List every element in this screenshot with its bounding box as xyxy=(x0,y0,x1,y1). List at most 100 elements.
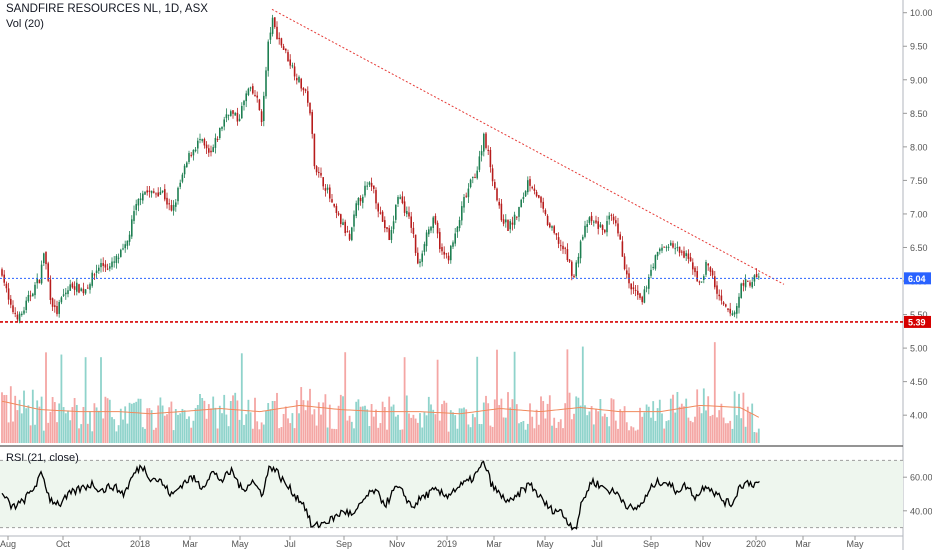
candle-body xyxy=(758,276,760,278)
candle-body xyxy=(324,188,327,191)
volume-bar xyxy=(227,426,230,443)
volume-bar xyxy=(71,407,74,443)
candle-body xyxy=(212,147,214,153)
candle-body xyxy=(357,197,360,206)
volume-bar xyxy=(460,408,463,443)
volume-bar xyxy=(166,414,168,443)
candle-body xyxy=(718,294,720,297)
candle-body xyxy=(315,166,318,173)
candle-body xyxy=(727,308,729,311)
time-tick-label: Jul xyxy=(284,539,296,549)
volume-bar xyxy=(40,396,43,443)
volume-bar xyxy=(467,424,470,443)
candle-body xyxy=(10,298,12,305)
volume-bar xyxy=(317,402,320,443)
volume-bar xyxy=(727,423,729,443)
volume-bar xyxy=(313,409,316,443)
candle-body xyxy=(729,308,731,314)
candles xyxy=(1,14,760,324)
candle-body xyxy=(520,199,522,208)
candle-body xyxy=(364,185,366,196)
candle-body xyxy=(496,188,498,201)
volume-bar xyxy=(509,407,512,443)
volume-bar xyxy=(702,388,705,443)
volume-bar xyxy=(724,423,727,443)
volume-bar xyxy=(379,423,382,443)
volume-bar xyxy=(133,402,135,443)
volume-bar xyxy=(599,399,602,443)
time-tick-label: Oct xyxy=(56,539,71,549)
candle-body xyxy=(597,221,599,229)
volume-bar xyxy=(575,396,578,443)
volume-bar xyxy=(540,396,542,443)
candle-body xyxy=(175,202,177,207)
candle-body xyxy=(487,149,489,151)
candle-body xyxy=(98,267,100,271)
volume-bar xyxy=(300,387,303,443)
candle-body xyxy=(223,119,225,127)
volume-bar xyxy=(163,415,166,443)
volume-bar xyxy=(584,405,586,443)
volume-bar xyxy=(366,409,369,443)
volume-bar xyxy=(489,425,492,443)
candle-body xyxy=(234,112,236,116)
candle-body xyxy=(626,270,628,275)
candle-body xyxy=(678,246,681,253)
volume-bar xyxy=(73,398,76,443)
volume-bar xyxy=(342,396,344,443)
volume-bar xyxy=(733,391,736,443)
volume-bar xyxy=(196,404,199,443)
time-tick-label: Sep xyxy=(643,539,659,549)
candle-body xyxy=(258,99,261,111)
volume-bar xyxy=(328,404,331,443)
volume-bar xyxy=(326,427,329,443)
volume-bar xyxy=(535,409,538,443)
volume-bar xyxy=(370,404,373,443)
candle-body xyxy=(417,252,419,264)
candle-body xyxy=(366,185,368,187)
volume-bar xyxy=(663,428,666,443)
volume-bar xyxy=(247,399,250,443)
volume-bar xyxy=(502,417,505,443)
candle-body xyxy=(232,110,234,114)
candle-body xyxy=(166,197,168,205)
candle-body xyxy=(456,226,459,233)
volume-bar xyxy=(493,399,496,443)
volume-bar xyxy=(522,420,525,443)
candle-body xyxy=(733,312,736,315)
candle-body xyxy=(551,226,553,228)
candle-body xyxy=(269,32,272,40)
candle-body xyxy=(601,225,604,231)
candle-body xyxy=(571,261,573,276)
volume-bar xyxy=(425,415,428,443)
candle-body xyxy=(355,203,357,216)
candle-body xyxy=(568,259,571,262)
volume-bar xyxy=(623,406,626,443)
volume-bar xyxy=(144,428,146,443)
volume-bar xyxy=(412,414,415,443)
candle-body xyxy=(267,41,269,71)
candle-body xyxy=(14,312,16,314)
time-tick-label: Mar xyxy=(182,539,198,549)
candle-body xyxy=(161,190,164,193)
volume-bar xyxy=(570,419,573,443)
candle-body xyxy=(408,212,410,217)
volume-bar xyxy=(603,413,606,443)
volume-bar xyxy=(639,407,641,443)
candle-body xyxy=(34,284,36,296)
candle-body xyxy=(465,195,467,197)
volume-bar xyxy=(537,424,540,443)
time-tick-label: Sep xyxy=(336,539,352,549)
candle-body xyxy=(535,191,538,197)
candle-body xyxy=(65,292,67,295)
volume-bar xyxy=(498,405,501,443)
volume-bar xyxy=(685,398,688,443)
volume-bar xyxy=(258,429,261,443)
price-tick-label: 5.50 xyxy=(910,310,928,320)
candle-body xyxy=(265,70,267,97)
volume-bar xyxy=(482,402,485,443)
rsi-tick-label: 60.00 xyxy=(910,473,932,483)
candle-body xyxy=(320,172,322,176)
candle-body xyxy=(612,216,615,221)
